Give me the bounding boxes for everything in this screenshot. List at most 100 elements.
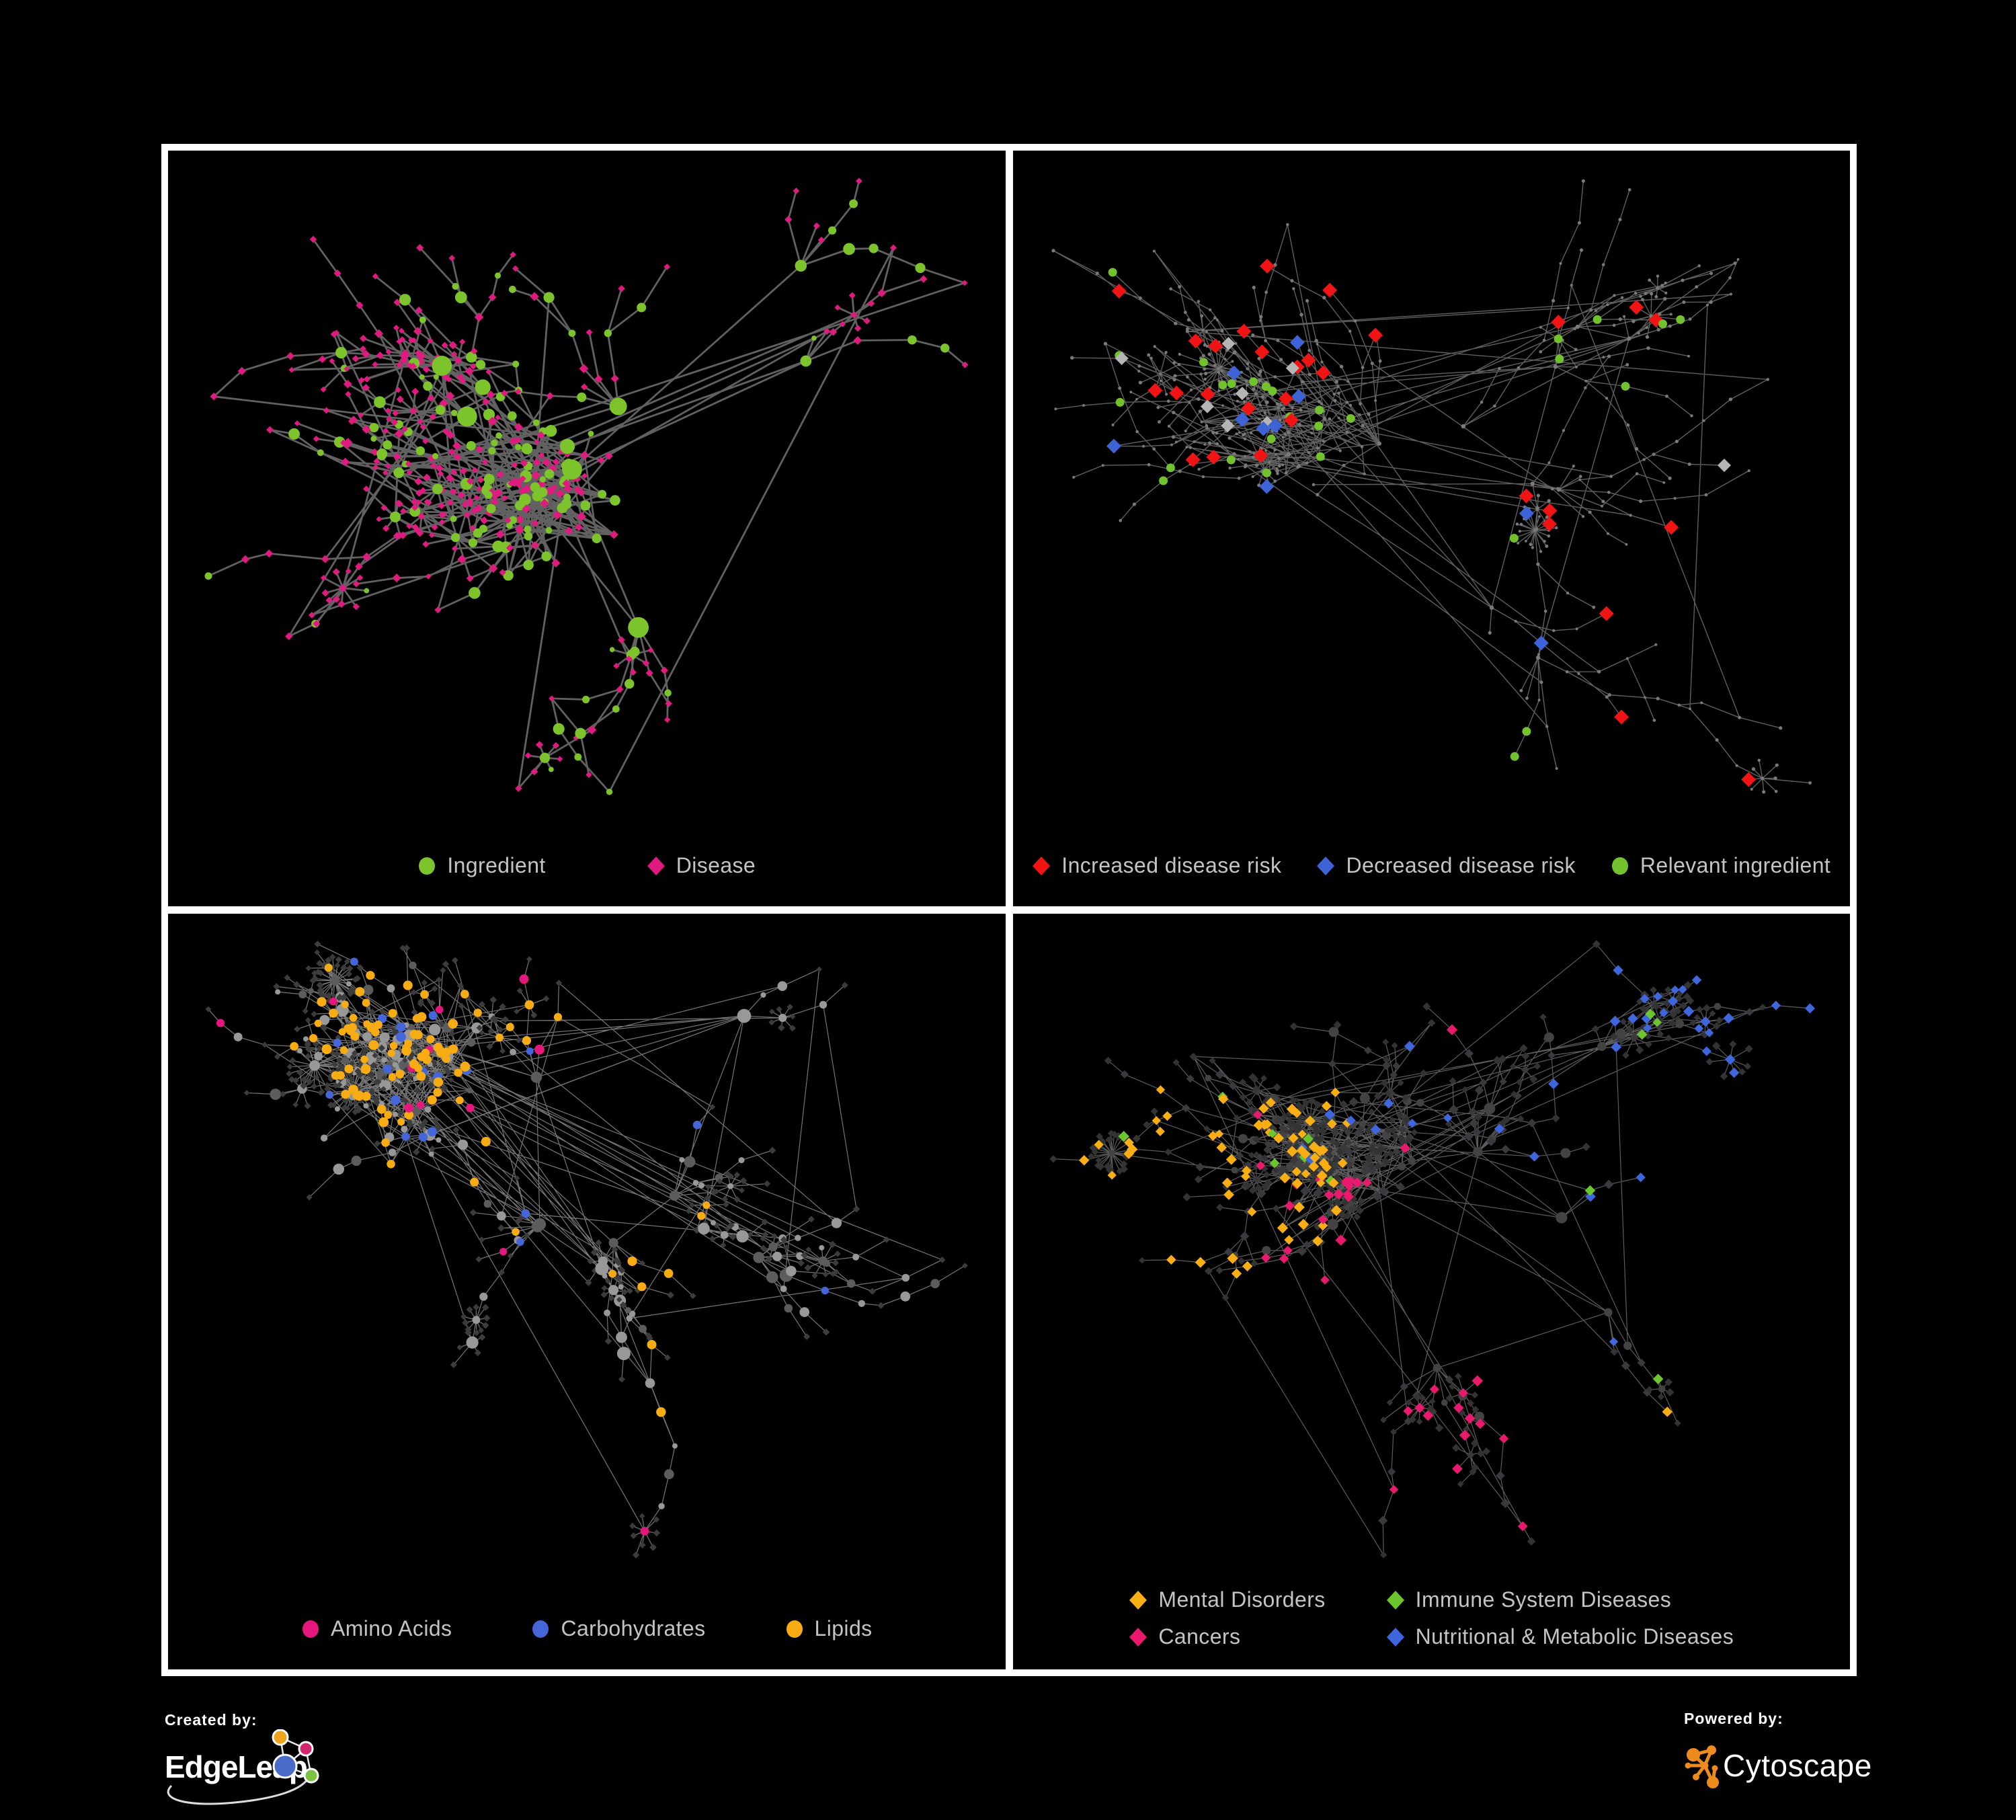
node-circle (1728, 276, 1732, 280)
node-circle (608, 1285, 619, 1296)
node-diamond (1324, 1189, 1334, 1200)
node-circle (1208, 308, 1211, 311)
node-diamond (451, 957, 458, 964)
node-diamond (1445, 1120, 1452, 1127)
node-circle (1267, 387, 1277, 396)
node-diamond (1252, 1135, 1260, 1144)
node-circle (1215, 442, 1219, 446)
node-circle (454, 533, 460, 539)
node-diamond (764, 1180, 771, 1187)
node-circle (436, 1137, 442, 1143)
node-circle (780, 1285, 787, 1292)
node-diamond (1445, 1394, 1453, 1402)
node-diamond (863, 317, 871, 325)
panel-nutrient-classes: Amino Acids Carbohydrates Lipids (168, 914, 1006, 1669)
node-circle (1159, 379, 1162, 383)
node-circle (532, 491, 543, 502)
node-circle (606, 789, 613, 795)
node-circle (1416, 1099, 1424, 1107)
node-circle (1591, 605, 1595, 609)
node-diamond (1402, 1406, 1413, 1416)
node-diamond (1625, 1026, 1634, 1034)
node-diamond (1312, 1188, 1323, 1198)
node-circle (1673, 497, 1677, 500)
node-circle (679, 1157, 685, 1163)
node-diamond (313, 620, 321, 628)
node-circle (1597, 670, 1601, 674)
node-circle (1183, 311, 1187, 315)
node-diamond (396, 395, 404, 403)
node-circle (349, 1013, 358, 1022)
node-circle (1167, 424, 1170, 428)
node-diamond (581, 473, 588, 479)
node-circle (376, 448, 388, 460)
legend-item-label: Nutritional & Metabolic Diseases (1415, 1624, 1734, 1649)
node-diamond (869, 1288, 876, 1295)
node-diamond (555, 980, 563, 987)
node-circle (1509, 533, 1519, 543)
node-diamond (467, 501, 474, 508)
node-diamond (305, 1078, 313, 1086)
node-circle (795, 1234, 801, 1241)
node-circle (432, 452, 439, 459)
node-diamond (1521, 1066, 1529, 1074)
node-diamond (562, 479, 571, 488)
node-diamond (329, 953, 336, 961)
node-diamond (580, 450, 590, 460)
node-diamond (516, 987, 523, 994)
legend-item: Relevant ingredient (1611, 853, 1830, 878)
node-diamond (1172, 1059, 1180, 1066)
node-circle (1612, 323, 1615, 327)
node-diamond (639, 1541, 646, 1548)
node-diamond (1398, 1135, 1406, 1142)
node-diamond (621, 1288, 629, 1296)
node-diamond (448, 255, 456, 262)
node-diamond (406, 469, 413, 476)
node-diamond (1435, 1423, 1443, 1433)
node-circle (1149, 356, 1153, 360)
node-circle (1625, 362, 1629, 366)
node-diamond (448, 448, 456, 456)
node-circle (778, 1013, 787, 1023)
node-circle (1135, 430, 1139, 434)
node-diamond (460, 1313, 467, 1320)
node-diamond (811, 1272, 818, 1279)
node-circle (387, 1049, 395, 1058)
node-circle (1612, 294, 1616, 297)
node-circle (768, 1242, 778, 1252)
node-circle (1657, 312, 1661, 316)
node-circle (1316, 446, 1320, 450)
node-circle (1257, 417, 1260, 421)
node-diamond (1204, 1267, 1213, 1275)
node-circle (1244, 463, 1247, 467)
node-diamond (830, 1271, 836, 1277)
node-diamond (423, 1078, 430, 1084)
node-circle (1572, 465, 1575, 468)
node-diamond (340, 964, 348, 972)
node-diamond (848, 292, 856, 299)
node-circle (314, 1019, 322, 1027)
node-diamond (1529, 1151, 1539, 1162)
node-diamond (1670, 985, 1679, 994)
node-circle (1242, 400, 1246, 404)
node-diamond (1215, 1267, 1223, 1275)
node-diamond (704, 1195, 711, 1202)
node-circle (1461, 424, 1465, 429)
node-diamond (497, 1224, 505, 1232)
node-circle (1173, 321, 1178, 325)
node-diamond (1657, 1393, 1664, 1400)
node-diamond (1405, 1399, 1412, 1406)
node-circle (544, 469, 555, 479)
node-diamond (1635, 1045, 1644, 1054)
node-diamond (585, 1279, 592, 1286)
node-diamond (778, 1024, 785, 1031)
edgeleap-glyph-nodes (272, 1729, 319, 1784)
node-circle (553, 1013, 563, 1021)
node-diamond (393, 324, 400, 331)
node-diamond (1428, 1398, 1436, 1405)
node-diamond (665, 700, 673, 707)
node-diamond (1307, 1161, 1319, 1172)
node-circle (1627, 188, 1631, 192)
node-circle (1647, 278, 1651, 282)
node-circle (1199, 372, 1203, 376)
